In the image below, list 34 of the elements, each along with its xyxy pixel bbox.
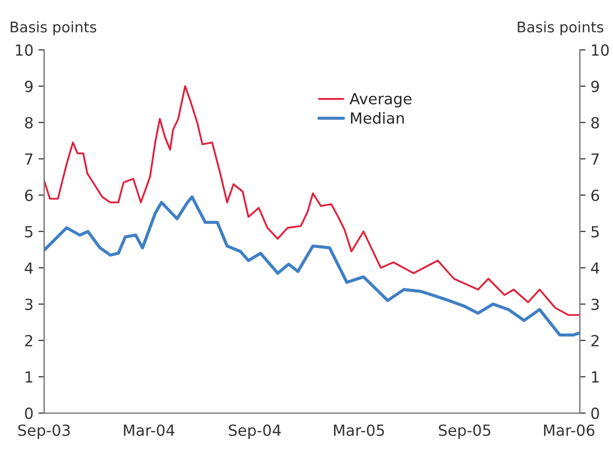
y2-tick-label: 6 (591, 190, 600, 202)
x-tick-label: Sep-04 (228, 424, 281, 439)
y2-tick-label: 9 (591, 80, 599, 92)
y-tick-label: 6 (25, 190, 33, 202)
y2-tick-label: 1 (592, 371, 599, 383)
y2-tick-label: 7 (592, 153, 599, 165)
y2-tick-label: 5 (591, 226, 599, 238)
x-tick-label: Mar-04 (124, 424, 174, 436)
legend-label: Median (351, 112, 404, 124)
y-tick-label: 4 (24, 262, 33, 274)
y-axis-title: Basis points (10, 21, 96, 36)
y2-tick-label: 0 (591, 408, 600, 420)
y2-tick-label: 4 (591, 262, 600, 274)
x-tick-label: Mar-05 (334, 424, 384, 436)
y-tick-label: 10 (16, 44, 33, 56)
y2-tick-label: 10 (592, 44, 609, 56)
y-tick-label: 5 (25, 226, 32, 238)
y-tick-label: 8 (25, 116, 33, 129)
legend-label: Average (350, 93, 412, 108)
x-tick-label: Sep-05 (438, 424, 490, 439)
y2-tick-label: 2 (591, 334, 599, 346)
y-tick-label: 2 (25, 334, 32, 346)
y2-axis-title: Basis points (518, 21, 604, 36)
y-tick-label: 3 (25, 298, 32, 310)
y2-tick-label: 3 (591, 298, 599, 310)
y-tick-label: 1 (26, 371, 32, 383)
y-tick-label: 7 (25, 153, 32, 165)
x-tick-label: Mar-06 (544, 424, 594, 436)
y-tick-label: 0 (25, 408, 33, 420)
y-tick-label: 9 (24, 80, 33, 92)
x-tick-label: Sep-03 (18, 424, 70, 439)
line-series (44, 85, 580, 316)
y2-tick-label: 8 (591, 116, 599, 129)
line-series (44, 195, 580, 337)
